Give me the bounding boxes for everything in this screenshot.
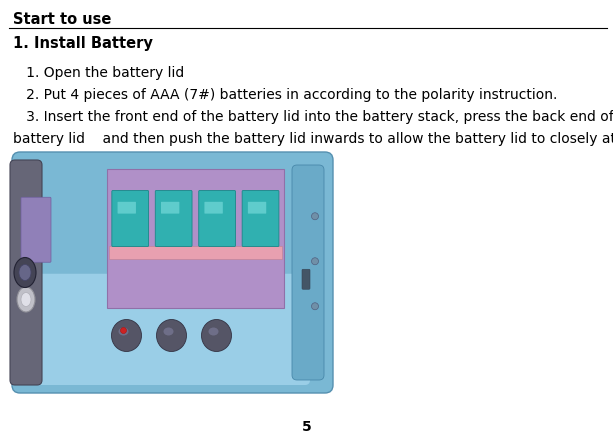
Ellipse shape [311,258,319,265]
Text: 3. Insert the front end of the battery lid into the battery stack, press the bac: 3. Insert the front end of the battery l… [13,110,613,124]
Ellipse shape [17,287,35,312]
FancyBboxPatch shape [248,202,266,214]
FancyBboxPatch shape [118,202,136,214]
FancyBboxPatch shape [21,197,51,262]
Ellipse shape [19,264,31,281]
Text: 1. Open the battery lid: 1. Open the battery lid [13,66,185,80]
FancyBboxPatch shape [204,202,223,214]
Ellipse shape [156,319,186,351]
Ellipse shape [21,293,31,306]
FancyBboxPatch shape [302,269,310,289]
FancyBboxPatch shape [15,155,330,390]
Ellipse shape [112,319,142,351]
FancyBboxPatch shape [199,190,235,247]
FancyBboxPatch shape [155,190,192,247]
FancyBboxPatch shape [292,165,324,380]
FancyBboxPatch shape [112,190,148,247]
Text: 2. Put 4 pieces of AAA (7#) batteries in according to the polarity instruction.: 2. Put 4 pieces of AAA (7#) batteries in… [13,88,557,102]
FancyBboxPatch shape [242,190,279,247]
Ellipse shape [311,213,319,220]
FancyBboxPatch shape [161,202,180,214]
FancyBboxPatch shape [20,274,310,385]
Ellipse shape [311,303,319,310]
Ellipse shape [14,257,36,288]
Ellipse shape [208,327,218,335]
Text: the body.: the body. [13,154,77,168]
Ellipse shape [202,319,232,351]
Ellipse shape [164,327,173,335]
Ellipse shape [121,327,126,334]
FancyBboxPatch shape [109,245,282,259]
FancyBboxPatch shape [112,171,280,284]
FancyBboxPatch shape [12,152,333,393]
FancyBboxPatch shape [10,160,42,385]
Text: Start to use: Start to use [13,12,112,27]
FancyBboxPatch shape [107,169,284,308]
Text: 5: 5 [302,420,311,434]
Ellipse shape [118,327,129,335]
Text: 1. Install Battery: 1. Install Battery [13,36,153,51]
Text: battery lid    and then push the battery lid inwards to allow the battery lid to: battery lid and then push the battery li… [13,132,613,146]
